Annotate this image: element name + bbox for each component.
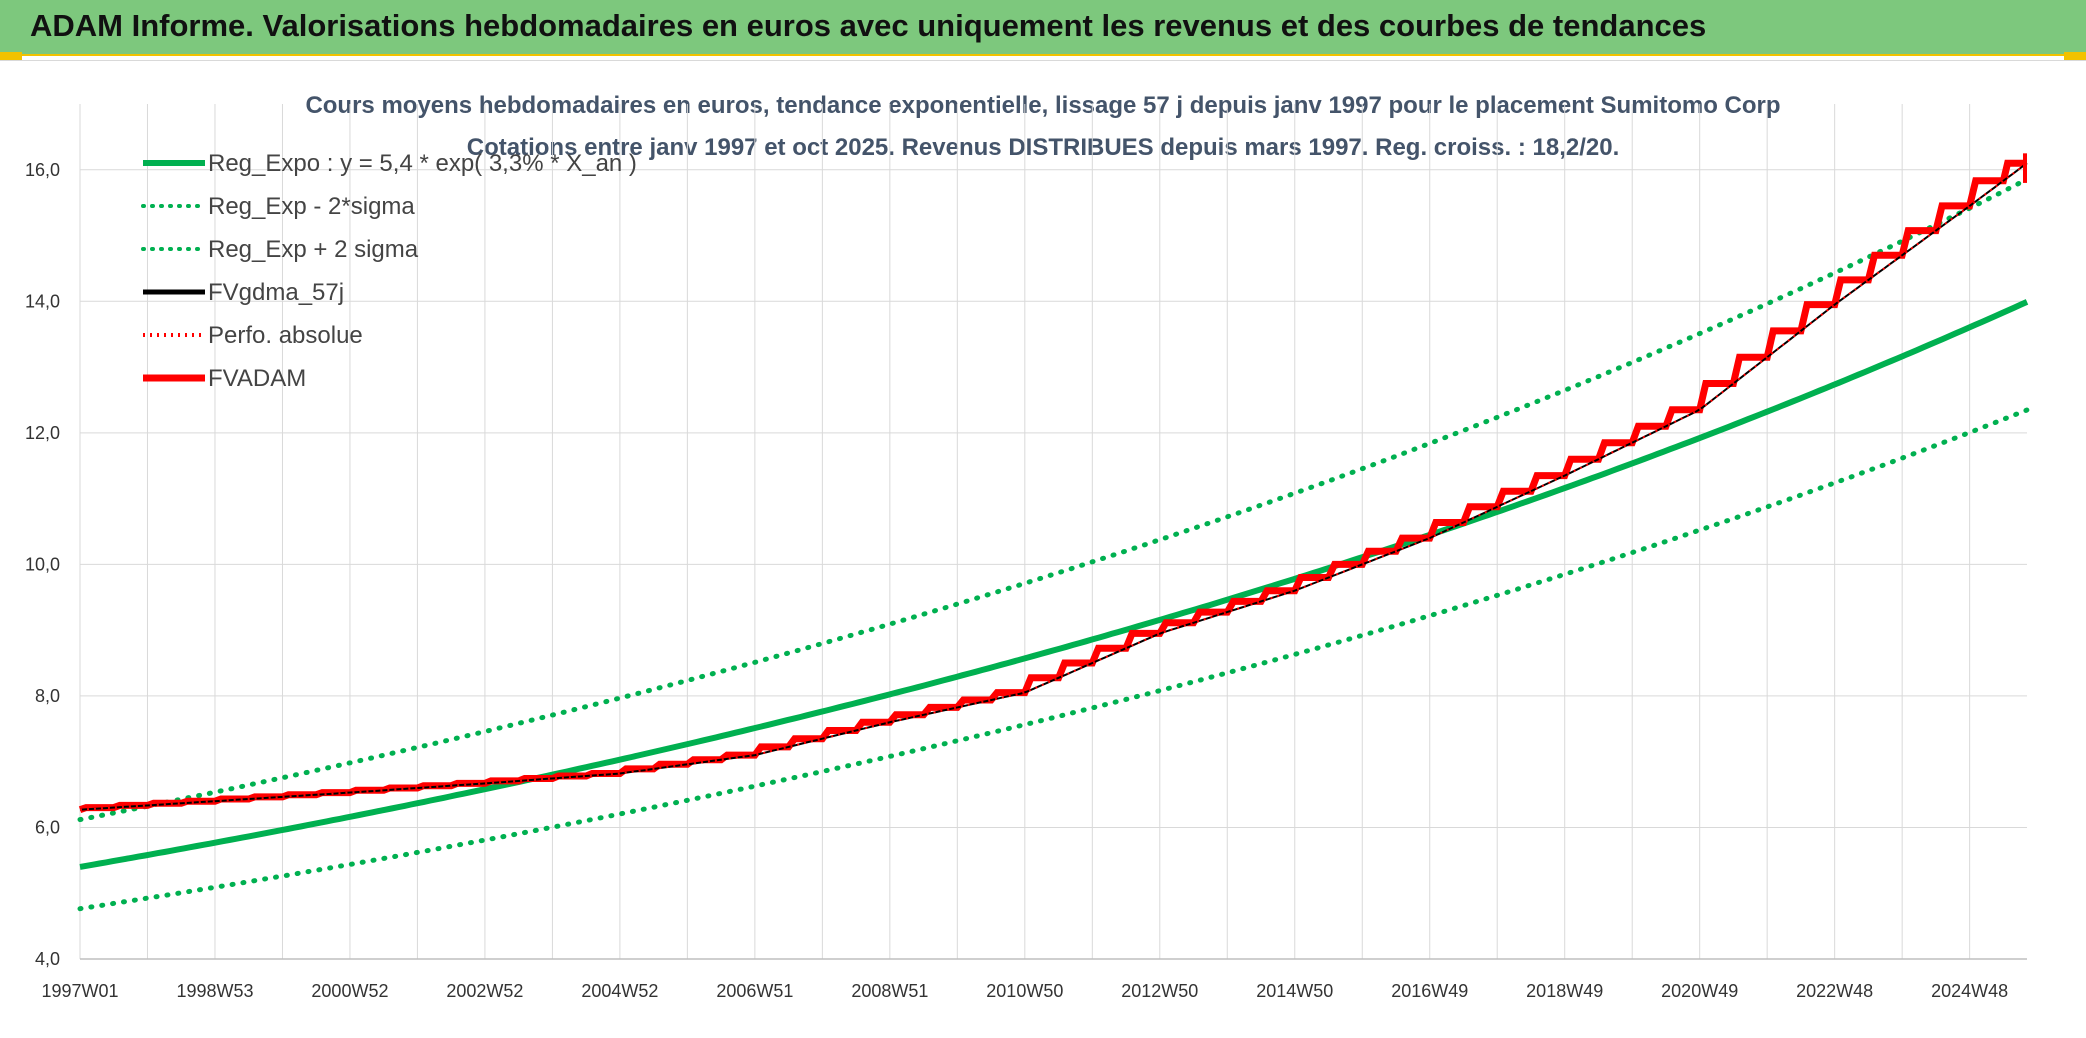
chart-subtitle: Cotations entre janv 1997 et oct 2025. R… [467, 134, 1619, 161]
y-tick-label: 6,0 [35, 817, 60, 837]
y-tick-label: 4,0 [35, 949, 60, 969]
series-reg-expo [79, 299, 2029, 870]
x-tick-label: 2002W52 [446, 981, 523, 1001]
chart-title: Cours moyens hebdomadaires en euros, ten… [305, 92, 1780, 119]
chart-legend: Reg_Expo : y = 5,4 * exp( 3,3% * X_an ) R… [141, 150, 637, 392]
y-axis-ticks: 4,0 6,0 8,0 10,0 12,0 14,0 16,0 [25, 160, 60, 969]
chart-area: Cours moyens hebdomadaires en euros, ten… [0, 60, 2086, 1038]
report-title: ADAM Informe. Valorisations hebdomadaire… [30, 8, 1707, 43]
legend-label: Perfo. absolue [208, 322, 363, 349]
x-tick-label: 2016W49 [1391, 981, 1468, 1001]
x-tick-label: 2008W51 [851, 981, 928, 1001]
x-tick-label: 2012W50 [1121, 981, 1198, 1001]
x-tick-label: 2020W49 [1661, 981, 1738, 1001]
y-tick-label: 8,0 [35, 686, 60, 706]
x-tick-label: 2010W50 [986, 981, 1063, 1001]
legend-label: FVADAM [208, 365, 306, 392]
series-reg-exp-minus-2sigma [77, 407, 2030, 912]
y-tick-label: 16,0 [25, 160, 60, 180]
plot-area [77, 153, 2030, 912]
x-axis-ticks: 1997W01 1998W53 2000W52 2002W52 2004W52 2006W… [41, 981, 2008, 1001]
x-tick-label: 2006W51 [716, 981, 793, 1001]
x-tick-label: 1998W53 [176, 981, 253, 1001]
corner-accent-right [2064, 52, 2086, 60]
x-tick-label: 2014W50 [1256, 981, 1333, 1001]
legend-label: FVgdma_57j [208, 279, 344, 306]
x-tick-label: 2024W48 [1931, 981, 2008, 1001]
line-chart: Cours moyens hebdomadaires en euros, ten… [25, 92, 2030, 1001]
x-tick-label: 2000W52 [311, 981, 388, 1001]
x-tick-label: 2004W52 [581, 981, 658, 1001]
legend-label: Reg_Exp - 2*sigma [208, 193, 415, 220]
y-tick-label: 12,0 [25, 423, 60, 443]
x-tick-label: 1997W01 [41, 981, 118, 1001]
y-tick-label: 10,0 [25, 554, 60, 574]
legend-label: Reg_Expo : y = 5,4 * exp( 3,3% * X_an ) [208, 150, 637, 177]
x-tick-label: 2022W48 [1796, 981, 1873, 1001]
series-fvgdma-57j [79, 162, 2028, 811]
corner-accent-left [0, 52, 22, 60]
report-banner: ADAM Informe. Valorisations hebdomadaire… [0, 0, 2086, 56]
series-reg-exp-plus-2sigma [77, 176, 2030, 823]
x-tick-label: 2018W49 [1526, 981, 1603, 1001]
y-tick-label: 14,0 [25, 291, 60, 311]
chart-grid [79, 104, 2027, 960]
legend-label: Reg_Exp + 2 sigma [208, 236, 419, 263]
